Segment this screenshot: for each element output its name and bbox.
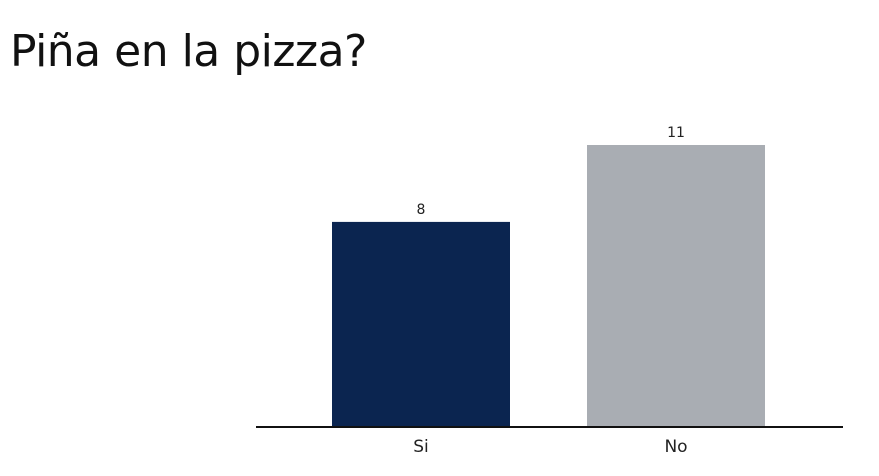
bar-no xyxy=(587,145,765,427)
value-labels-group: 8 11 xyxy=(417,125,685,218)
category-label-si: Si xyxy=(413,437,429,457)
bars-group xyxy=(332,145,765,427)
category-labels-group: Si No xyxy=(413,437,687,457)
value-label-no: 11 xyxy=(667,125,685,141)
bar-si xyxy=(332,221,510,427)
chart-title: Piña en la pizza? xyxy=(10,26,367,77)
category-label-no: No xyxy=(664,437,687,457)
value-label-si: 8 xyxy=(417,202,426,218)
